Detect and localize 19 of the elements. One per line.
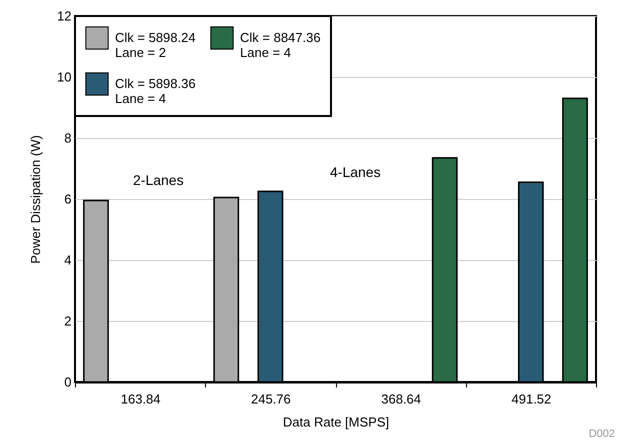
- y-tick-label: 2: [64, 314, 72, 328]
- y-axis-title: Power Dissipation (W): [28, 135, 44, 264]
- x-tick-label: 491.52: [511, 392, 552, 406]
- y-tick-label: 4: [64, 252, 72, 268]
- annotation: 2-Lanes: [133, 172, 184, 188]
- x-tick-label: 368.64: [381, 392, 422, 406]
- x-axis-title: Data Rate [MSPS]: [282, 414, 390, 430]
- x-tick-label: 163.84: [120, 392, 161, 406]
- y-tick-label: 6: [64, 192, 72, 206]
- text: D002: [588, 428, 615, 440]
- legend-label: Clk = 5898.24 Lane = 2: [115, 30, 196, 60]
- y-tick-label: 8: [64, 130, 72, 146]
- x-tick-label: 245.76: [250, 392, 291, 406]
- y-tick-label: 12: [57, 8, 72, 24]
- y-tick-label: 10: [57, 70, 72, 84]
- y-tick-label: 0: [64, 374, 72, 390]
- annotation: 4-Lanes: [330, 164, 381, 180]
- legend-label: Clk = 8847.36 Lane = 4: [240, 30, 321, 60]
- legend-label: Clk = 5898.36 Lane = 4: [115, 76, 196, 106]
